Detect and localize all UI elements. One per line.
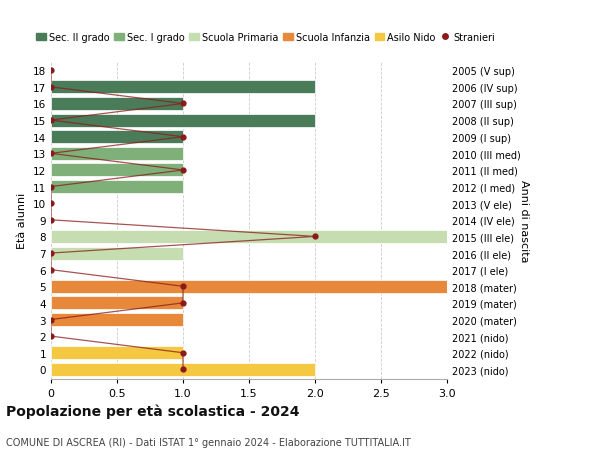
Y-axis label: Età alunni: Età alunni [17,192,28,248]
Bar [51,131,183,144]
Bar [51,114,315,127]
Bar [51,247,183,260]
Bar [51,164,183,177]
Bar [51,98,183,111]
Bar [51,313,183,326]
Y-axis label: Anni di nascita: Anni di nascita [519,179,529,262]
Bar [51,280,473,293]
Bar [51,181,183,194]
Bar [51,347,183,359]
Bar [51,297,183,310]
Legend: Sec. II grado, Sec. I grado, Scuola Primaria, Scuola Infanzia, Asilo Nido, Stran: Sec. II grado, Sec. I grado, Scuola Prim… [32,29,499,46]
Bar [51,363,315,376]
Text: Popolazione per età scolastica - 2024: Popolazione per età scolastica - 2024 [6,404,299,419]
Bar [51,81,315,94]
Bar [51,147,183,161]
Bar [51,230,473,243]
Text: COMUNE DI ASCREA (RI) - Dati ISTAT 1° gennaio 2024 - Elaborazione TUTTITALIA.IT: COMUNE DI ASCREA (RI) - Dati ISTAT 1° ge… [6,437,411,447]
